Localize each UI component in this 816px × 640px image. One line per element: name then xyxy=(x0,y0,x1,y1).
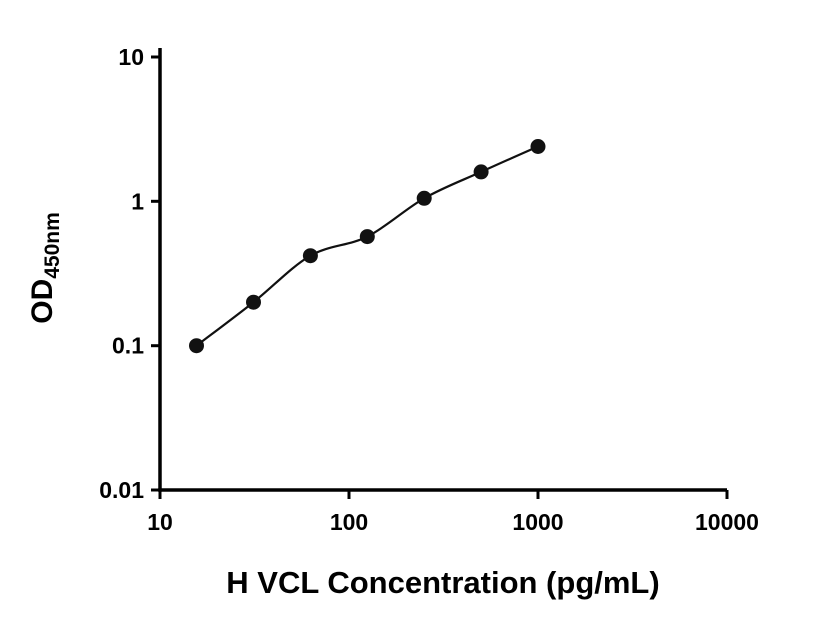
x-tick-label: 100 xyxy=(330,509,368,535)
x-axis-title: H VCL Concentration (pg/mL) xyxy=(226,565,659,600)
y-axis-title: OD450nm xyxy=(26,212,64,324)
data-point xyxy=(416,190,432,206)
data-point xyxy=(359,229,375,245)
data-point xyxy=(302,248,318,264)
y-tick-label: 0.1 xyxy=(112,333,144,359)
x-tick-label: 1000 xyxy=(512,509,563,535)
data-point xyxy=(246,294,261,310)
y-tick-label: 0.01 xyxy=(99,477,144,503)
y-axis-title-main: OD xyxy=(26,279,59,324)
y-tick-label: 10 xyxy=(118,44,144,70)
y-axis-title-subscript: 450nm xyxy=(41,212,64,279)
x-tick-label: 10000 xyxy=(695,509,759,535)
plot-area: 10 100 1000 10000 0.01 0.1 1 10 xyxy=(99,44,759,535)
data-point xyxy=(530,139,546,154)
x-tick-label: 10 xyxy=(147,509,173,535)
y-tick-label: 1 xyxy=(131,188,144,214)
data-point xyxy=(473,164,489,180)
data-point xyxy=(189,338,204,354)
